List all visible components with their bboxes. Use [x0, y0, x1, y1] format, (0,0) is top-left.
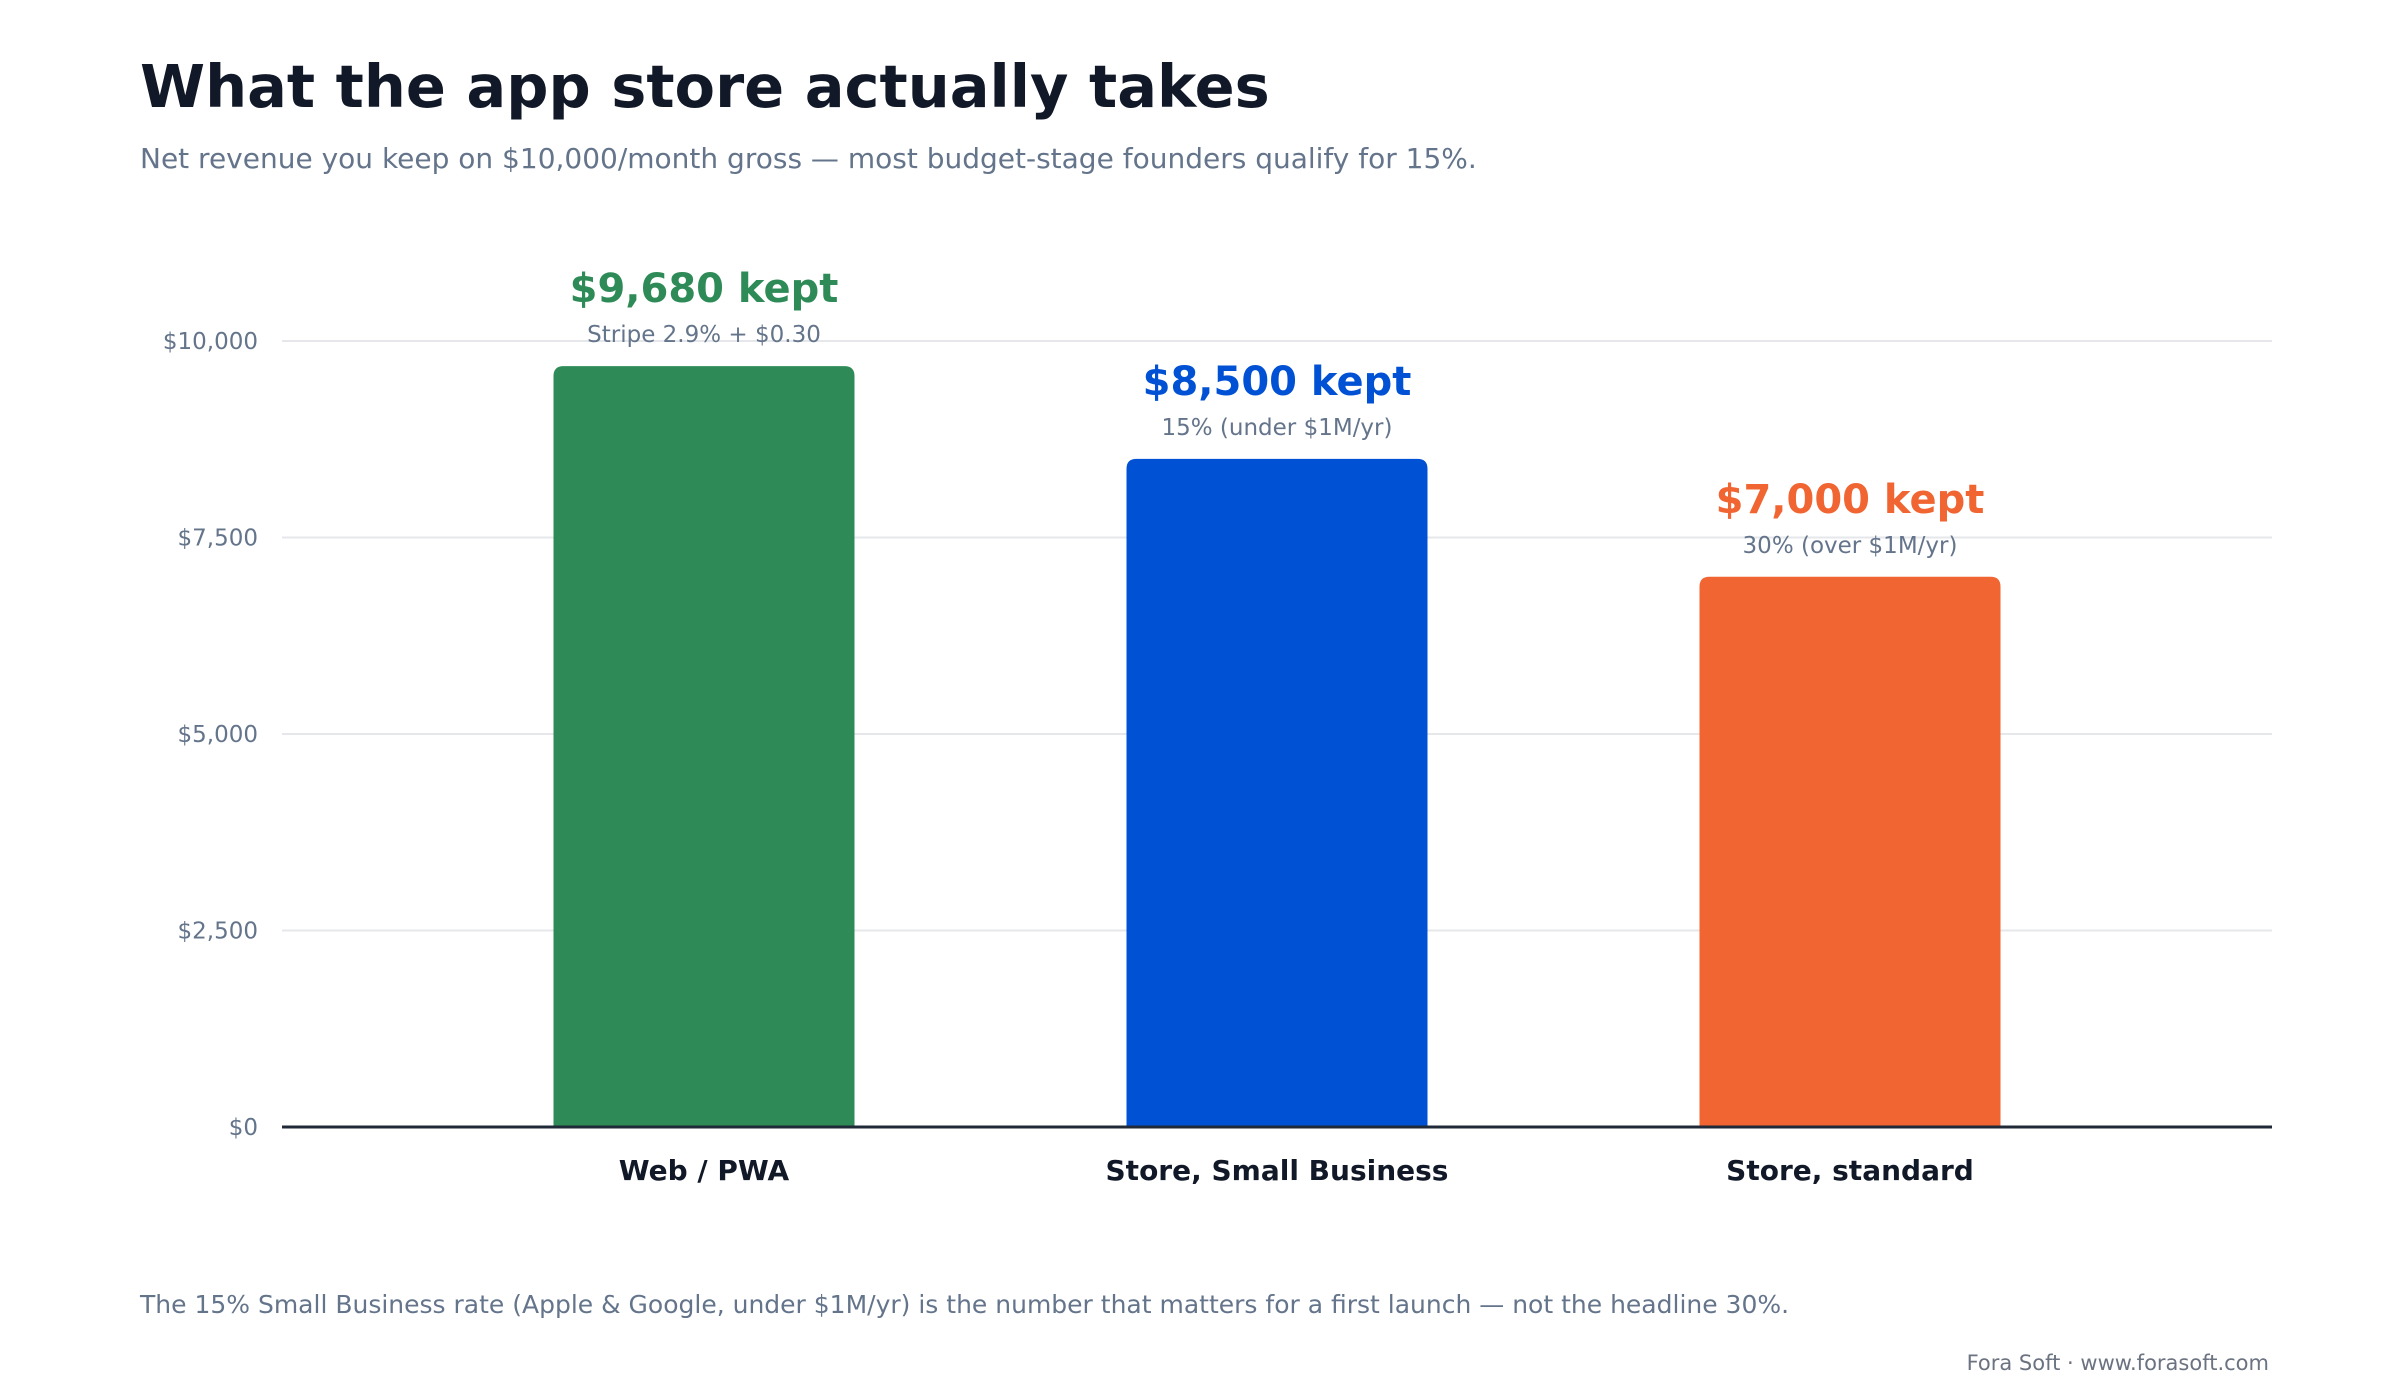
source-credit: Fora Soft · www.forasoft.com: [1966, 1351, 2269, 1375]
bar: [553, 366, 855, 1128]
bar: [1126, 458, 1428, 1127]
x-tick-label: Store, standard: [1726, 1154, 1974, 1187]
bar-annotation: Stripe 2.9% + $0.30: [587, 322, 821, 348]
bar-annotation: 30% (over $1M/yr): [1743, 533, 1958, 559]
x-tick-label: Store, Small Business: [1106, 1154, 1449, 1187]
bar-value-label: $9,680 kept: [570, 266, 839, 312]
chart-footnote: The 15% Small Business rate (Apple & Goo…: [140, 1290, 1790, 1319]
chart-title: What the app store actually takes: [140, 52, 1270, 121]
y-tick-label: $5,000: [178, 722, 258, 748]
y-tick-label: $2,500: [178, 919, 258, 945]
y-tick-label: $10,000: [163, 329, 258, 355]
y-tick-label: $0: [229, 1115, 258, 1141]
bar: [1699, 576, 2001, 1127]
bar-annotation: 15% (under $1M/yr): [1162, 415, 1393, 441]
bar-value-label: $8,500 kept: [1143, 359, 1412, 405]
y-tick-label: $7,500: [178, 526, 258, 552]
chart-subtitle: Net revenue you keep on $10,000/month gr…: [140, 142, 1477, 175]
bar-value-label: $7,000 kept: [1716, 477, 1985, 523]
x-tick-label: Web / PWA: [619, 1154, 790, 1187]
